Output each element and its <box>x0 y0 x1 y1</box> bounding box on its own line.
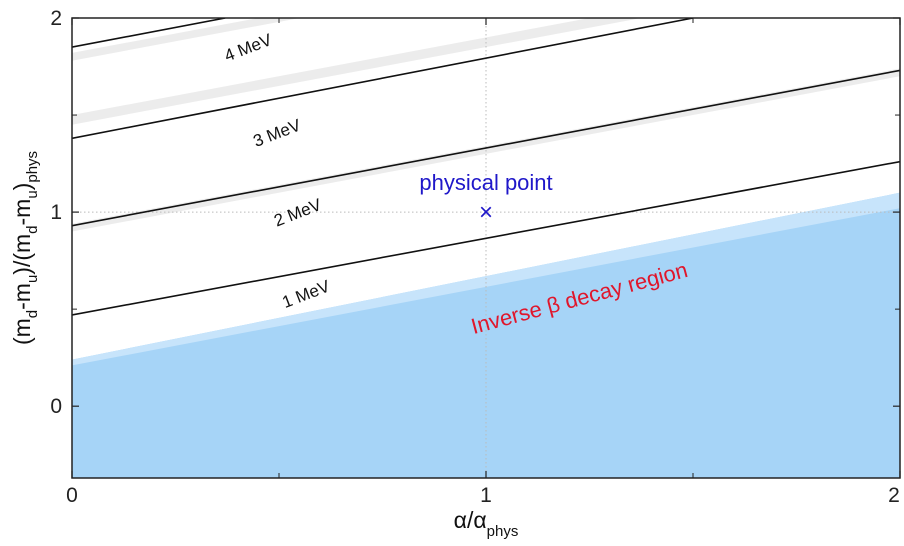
contour-label: 4 MeV <box>222 30 275 66</box>
physical-point-layer: × physical point <box>419 170 552 226</box>
x-tick-label: 0 <box>66 484 78 507</box>
x-axis-label-main: α/α <box>454 507 487 533</box>
y-axis-label-sub4: u <box>24 190 41 198</box>
contour-line <box>72 18 226 48</box>
x-axis-label-sub: phys <box>487 523 519 540</box>
contour-label: 3 MeV <box>251 115 304 151</box>
y-tick-label: 0 <box>50 395 62 418</box>
uncertainty-band <box>72 18 642 125</box>
y-axis-label-part3: )/(m <box>9 234 35 275</box>
contour-line-layer <box>72 18 900 316</box>
grid-layer <box>72 18 900 478</box>
x-axis-label: α/αphys <box>454 507 519 540</box>
y-axis-label-part1: (m <box>9 318 35 345</box>
y-axis-label-sub1: d <box>24 310 41 318</box>
y-axis-label-part5: ) <box>9 183 35 191</box>
contour-line <box>72 18 694 140</box>
contour-line <box>72 160 900 316</box>
y-axis-label-sub5: phys <box>24 151 41 183</box>
y-tick-label: 2 <box>50 7 62 30</box>
physical-point-marker: × <box>479 199 493 226</box>
uncertainty-band <box>72 18 300 61</box>
y-axis-label: (md-mu)/(md-mu)phys <box>9 151 41 345</box>
x-tick-label: 2 <box>888 484 900 507</box>
y-axis-label-sub3: d <box>24 225 41 233</box>
y-axis-label-part2: -m <box>9 283 35 310</box>
tick-layer: 0 1 2 0 1 2 <box>50 7 901 507</box>
contour-label: 2 MeV <box>271 195 324 231</box>
contour-line <box>72 69 900 227</box>
y-axis-label-part4: -m <box>9 199 35 226</box>
y-axis-label-sub2: u <box>24 275 41 283</box>
y-tick-label: 1 <box>50 201 62 224</box>
contour-label: 1 MeV <box>280 276 333 312</box>
x-tick-label: 1 <box>480 484 492 507</box>
physical-point-label: physical point <box>419 170 552 195</box>
